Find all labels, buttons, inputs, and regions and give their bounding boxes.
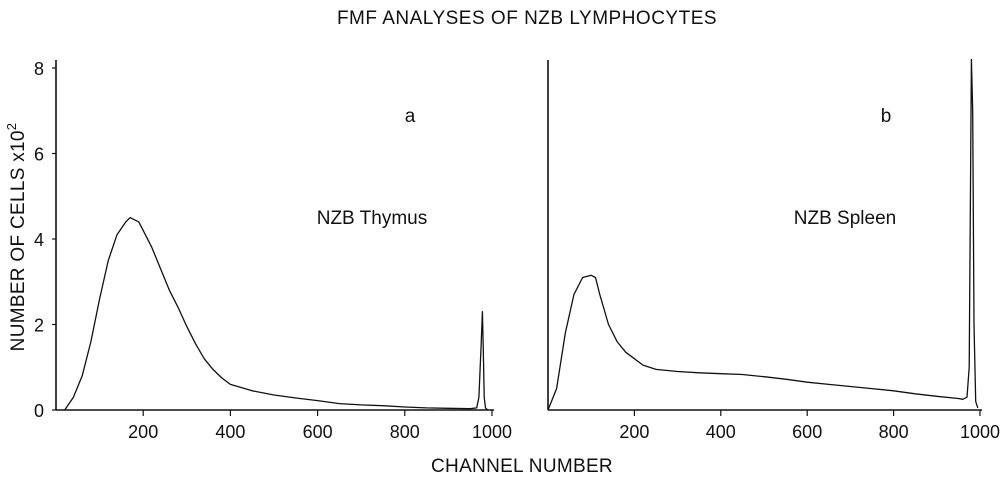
y-tick-label: 8 [34, 59, 44, 79]
y-tick-label: 2 [34, 316, 44, 336]
panel-label: a [405, 106, 416, 127]
y-tick-label: 0 [34, 401, 44, 421]
x-tick-label: 600 [792, 422, 822, 442]
panel-annotation: NZB Spleen [794, 208, 896, 229]
panel-a-thymus: 200 400 600 800 1000 0 2 4 6 8 a NZB Thymus [34, 59, 512, 442]
y-axis-title-text: NUMBER OF CELLS x10 [8, 130, 29, 351]
panel-b-spleen: 200 400 600 800 1000 b NZB Spleen [547, 58, 1000, 442]
series-line [547, 58, 979, 411]
x-tick-label: 400 [215, 422, 245, 442]
x-tick-label: 800 [879, 422, 909, 442]
x-tick-label: 800 [390, 422, 420, 442]
x-tick-label: 200 [128, 422, 158, 442]
panel-label: b [881, 106, 892, 127]
y-axis-title: NUMBER OF CELLS x102 [4, 123, 29, 352]
x-tick-label: 400 [706, 422, 736, 442]
x-axis-title: CHANNEL NUMBER [431, 456, 613, 477]
y-tick-label: 4 [34, 230, 44, 250]
chart-title: FMF ANALYSES OF NZB LYMPHOCYTES [337, 8, 717, 29]
series-line [64, 216, 489, 411]
x-tick-label: 1000 [960, 422, 1000, 442]
y-tick-label: 6 [34, 145, 44, 165]
svg-text:NUMBER OF CELLS x102: NUMBER OF CELLS x102 [4, 123, 29, 352]
panel-annotation: NZB Thymus [317, 208, 428, 229]
x-tick-label: 1000 [472, 422, 512, 442]
x-tick-label: 600 [303, 422, 333, 442]
x-tick-label: 200 [619, 422, 649, 442]
y-axis-title-superscript: 2 [4, 123, 19, 131]
